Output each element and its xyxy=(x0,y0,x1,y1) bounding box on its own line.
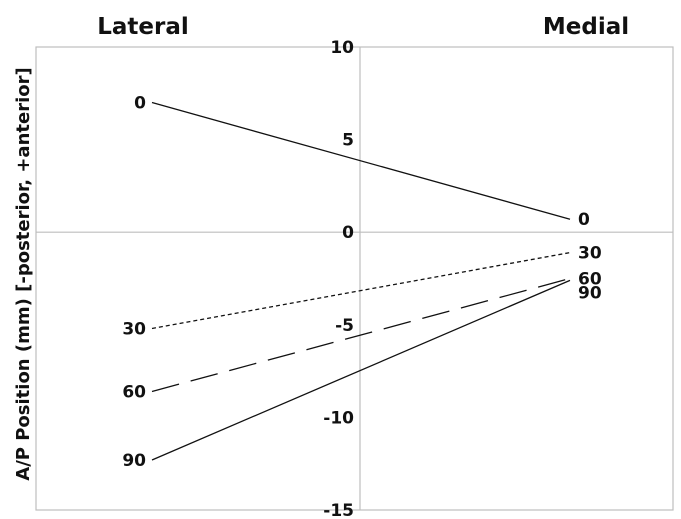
series-lines xyxy=(151,101,571,461)
y-axis-label: A/P Position (mm) [-posterior, +anterior… xyxy=(13,67,34,480)
series-line xyxy=(151,279,571,461)
y-tick-label: -15 xyxy=(323,501,354,519)
y-tick-labels: 10 5 0 -5 -10 -15 xyxy=(323,38,354,519)
series-label-medial: 60 xyxy=(578,270,602,290)
series-label-lateral: 30 xyxy=(122,320,146,340)
y-tick-label: 5 xyxy=(342,131,354,151)
series-label-medial: 0 xyxy=(578,210,590,230)
y-tick-label: 0 xyxy=(342,223,354,243)
y-tick-label: -10 xyxy=(323,408,354,428)
series-label-lateral: 60 xyxy=(122,382,146,402)
series-line xyxy=(151,251,571,330)
series-line xyxy=(151,101,571,220)
category-label-lateral: Lateral xyxy=(97,14,189,40)
series-label-lateral: 0 xyxy=(134,94,146,114)
plot-frame xyxy=(35,46,674,511)
category-label-medial: Medial xyxy=(543,14,629,40)
series-label-medial: 90 xyxy=(578,284,602,304)
y-tick-label: 10 xyxy=(330,38,354,58)
series-label-lateral: 90 xyxy=(122,451,146,471)
y-tick-label: -5 xyxy=(335,316,354,336)
series-line xyxy=(151,277,571,393)
series-label-medial: 30 xyxy=(578,244,602,264)
